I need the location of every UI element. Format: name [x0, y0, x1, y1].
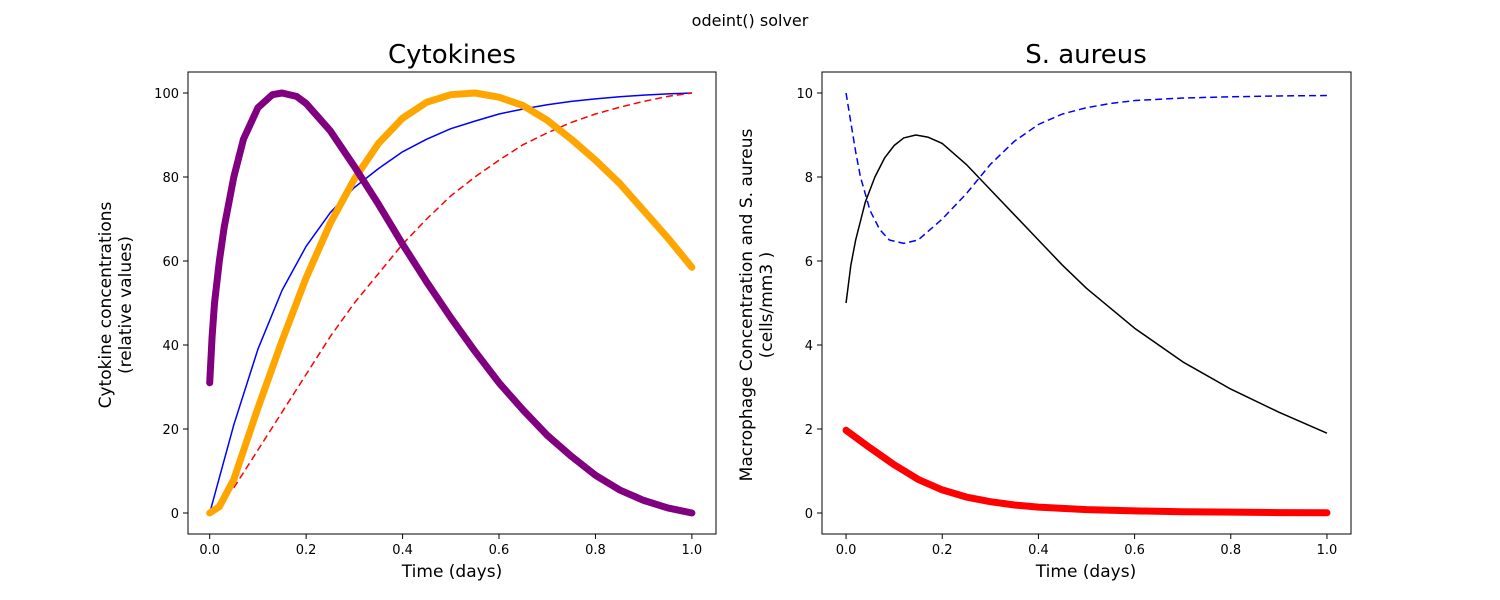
saureus-ytick-label: 10 — [796, 87, 813, 102]
saureus-xtick-label: 0.0 — [836, 543, 857, 558]
cytokines-ytick-label: 40 — [162, 339, 179, 354]
cytokines-panel: Cytokines Time (days) Cytokine concentra… — [96, 40, 717, 582]
saureus-ytick-label: 8 — [805, 171, 813, 186]
cytokines-ytick-label: 80 — [162, 171, 179, 186]
cytokines-series-2-line — [206, 89, 696, 517]
cytokines-ytick-label: 20 — [162, 423, 179, 438]
saureus-ytick-label: 4 — [805, 339, 813, 354]
cytokines-series-3-line — [206, 89, 696, 517]
saureus-xtick-label: 0.2 — [932, 543, 953, 558]
saureus-xlabel: Time (days) — [1035, 562, 1136, 582]
cytokines-xtick-label: 0.4 — [392, 543, 413, 558]
cytokines-ylabel: Cytokine concentrations(relative values) — [96, 201, 136, 408]
cytokines-xtick-label: 0.6 — [489, 543, 510, 558]
saureus-ytick-label: 2 — [805, 423, 813, 438]
cytokines-xtick-label: 0.0 — [199, 543, 220, 558]
saureus-title: S. aureus — [1025, 40, 1147, 70]
saureus-ylabel: Macrophage Concentration and S. aureus(c… — [737, 129, 777, 482]
saureus-series-2-line — [842, 426, 1331, 517]
cytokines-xtick-label: 1.0 — [682, 543, 703, 558]
cytokines-ytick-label: 0 — [171, 507, 179, 522]
cytokines-series-1-line — [233, 92, 692, 489]
cytokines-ytick-label: 100 — [154, 87, 179, 102]
cytokines-series-0-line — [208, 92, 692, 514]
figure-suptitle: odeint() solver — [692, 11, 809, 30]
saureus-axes-frame — [821, 71, 1352, 535]
saureus-xtick-label: 0.6 — [1124, 543, 1145, 558]
saureus-ytick-label: 0 — [805, 507, 813, 522]
cytokines-xlabel: Time (days) — [401, 562, 502, 582]
saureus-xtick-label: 1.0 — [1317, 543, 1338, 558]
cytokines-xtick-label: 0.8 — [585, 543, 606, 558]
cytokines-ytick-label: 60 — [162, 255, 179, 270]
cytokines-axes-frame — [187, 71, 717, 535]
saureus-series-0-line — [845, 92, 1327, 245]
cytokines-xtick-label: 0.2 — [296, 543, 317, 558]
saureus-ytick-label: 6 — [805, 255, 813, 270]
cytokines-series-group — [206, 89, 696, 517]
saureus-xtick-label: 0.4 — [1028, 543, 1049, 558]
saureus-series-1-line — [845, 134, 1328, 434]
saureus-series-group — [842, 92, 1331, 517]
cytokines-title: Cytokines — [388, 40, 516, 70]
saureus-xtick-label: 0.8 — [1220, 543, 1241, 558]
saureus-panel: S. aureus Time (days) Macrophage Concent… — [737, 40, 1352, 582]
